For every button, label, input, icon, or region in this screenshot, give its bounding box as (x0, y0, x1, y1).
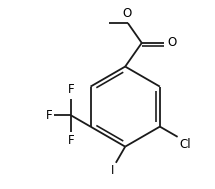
Text: F: F (46, 109, 52, 122)
Text: I: I (111, 164, 114, 177)
Text: F: F (68, 84, 74, 96)
Text: O: O (167, 36, 177, 49)
Text: F: F (68, 134, 74, 147)
Text: Cl: Cl (179, 138, 191, 151)
Text: O: O (122, 7, 132, 20)
